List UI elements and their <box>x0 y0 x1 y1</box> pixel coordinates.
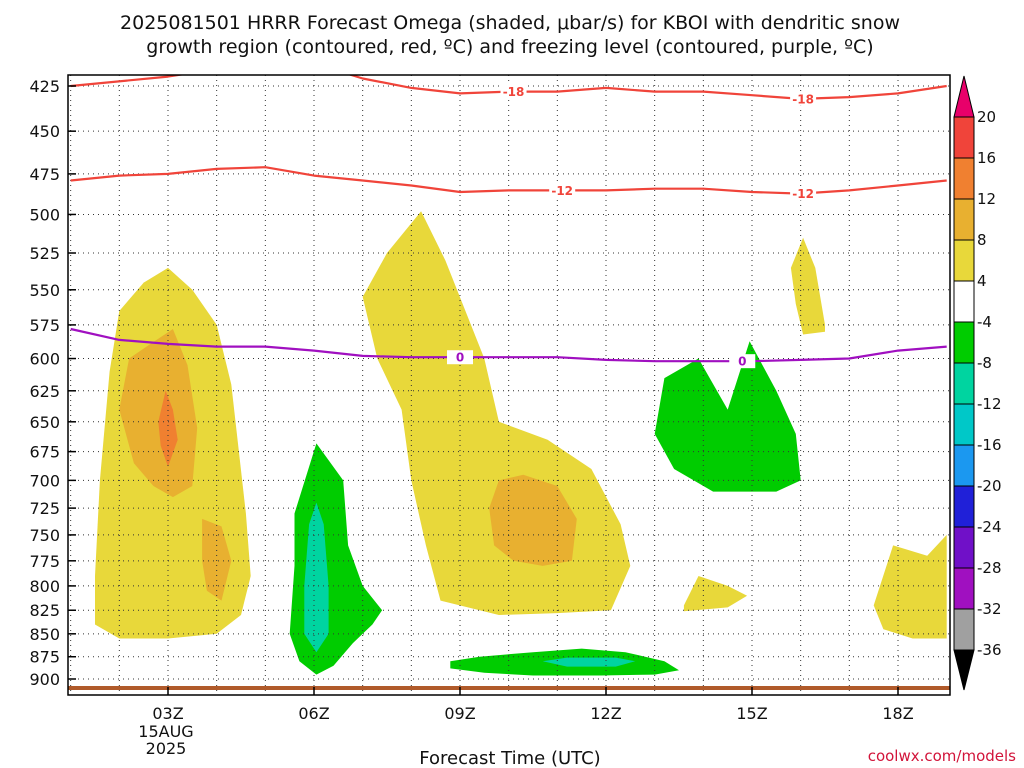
colorbar-segment-3 <box>953 239 975 282</box>
colorbar-label-1: 16 <box>977 149 996 167</box>
isotherm-label-bg-2-1 <box>729 354 756 369</box>
colorbar-segment-12 <box>953 608 975 651</box>
colorbar-segment-8 <box>953 444 975 487</box>
colorbar-segment-5 <box>953 321 975 364</box>
colorbar-label-2: 12 <box>977 190 996 208</box>
y-tick-label-17: 850 <box>29 625 60 644</box>
x-tick-label-0: 03Z <box>152 704 183 723</box>
isotherm-line-2 <box>70 327 947 363</box>
isotherm-label-1-1: -12 <box>792 187 814 201</box>
y-tick-label-14: 775 <box>29 552 60 571</box>
colorbar-label-3: 8 <box>977 231 987 249</box>
omega-region-1 <box>119 329 198 498</box>
y-tick-label-18: 875 <box>29 648 60 667</box>
isotherm-label-bg-0-0 <box>500 84 527 99</box>
y-tick-label-16: 825 <box>29 601 60 620</box>
colorbar-segment-11 <box>953 567 975 610</box>
x-tick-sublabel-0-0: 15AUG <box>138 722 193 741</box>
omega-region-11 <box>654 341 801 492</box>
colorbar-label-9: -20 <box>977 477 1002 495</box>
omega-region-4 <box>362 211 631 616</box>
plot-frame <box>67 74 951 696</box>
y-tick-label-5: 550 <box>29 281 60 300</box>
colorbar-segment-10 <box>953 526 975 569</box>
colorbar: 20 16 12 8 4 -4 -8 -12 -16 -20 -24 -28 -32 -36 <box>953 75 1002 691</box>
omega-region-7 <box>683 576 748 612</box>
contour-layer: -18 -18 -12 -12 0 0 <box>70 75 947 369</box>
colorbar-top-triangle <box>953 75 975 118</box>
x-tick-label-4: 15Z <box>736 704 767 723</box>
isotherm-label-bg-0-1 <box>790 91 817 106</box>
colorbar-bottom-triangle <box>953 649 975 691</box>
colorbar-label-4: 4 <box>977 272 987 290</box>
x-tick-label-5: 18Z <box>882 704 913 723</box>
terrain-layer <box>68 686 950 690</box>
x-axis-label: Forecast Time (UTC) <box>419 748 600 768</box>
omega-region-9 <box>289 443 383 675</box>
omega-region-6 <box>790 237 825 335</box>
y-tick-label-19: 900 <box>29 670 60 689</box>
colorbar-segment-2 <box>953 198 975 241</box>
colorbar-segment-6 <box>953 362 975 405</box>
x-tick-sublabel-0-1: 2025 <box>146 739 187 758</box>
colorbar-label-6: -8 <box>977 354 992 372</box>
y-axis: 425 450 475 500 525 550 575 600 625 650 675 700 725 7… <box>29 77 76 689</box>
colorbar-segment-9 <box>953 485 975 528</box>
omega-region-5 <box>489 474 577 566</box>
y-tick-label-3: 500 <box>29 205 60 224</box>
colorbar-label-10: -24 <box>977 518 1002 536</box>
isotherm-label-bg-2-0 <box>447 350 473 365</box>
omega-region-2 <box>158 390 178 467</box>
colorbar-label-13: -36 <box>977 641 1002 659</box>
terrain-ground <box>68 686 950 690</box>
omega-region-10 <box>304 502 329 653</box>
colorbar-segment-0 <box>953 116 975 159</box>
y-tick-label-7: 600 <box>29 350 60 369</box>
omega-region-3 <box>202 518 232 601</box>
y-tick-label-15: 800 <box>29 577 60 596</box>
y-tick-label-4: 525 <box>29 244 60 263</box>
isotherm-label-2-0: 0 <box>456 351 464 365</box>
isotherm-label-bg-1-0 <box>549 183 576 198</box>
omega-region-8 <box>873 534 947 639</box>
colorbar-label-11: -28 <box>977 559 1002 577</box>
credit-link[interactable]: coolwx.com/models <box>868 747 1016 765</box>
isotherm-label-0-1: -18 <box>792 92 814 106</box>
colorbar-segment-4 <box>953 280 975 323</box>
chart-title-line-2: growth region (contoured, red, ºC) and f… <box>146 36 873 58</box>
y-tick-label-12: 725 <box>29 499 60 518</box>
colorbar-label-0: 20 <box>977 108 996 126</box>
y-tick-label-10: 675 <box>29 443 60 462</box>
x-tick-label-1: 06Z <box>298 704 329 723</box>
colorbar-segment-1 <box>953 157 975 200</box>
y-tick-label-0: 425 <box>29 77 60 96</box>
x-tick-label-2: 09Z <box>444 704 475 723</box>
isotherm-line-0 <box>70 75 947 101</box>
colorbar-label-5: -4 <box>977 313 992 331</box>
x-tick-label-3: 12Z <box>590 704 621 723</box>
y-tick-label-1: 450 <box>29 122 60 141</box>
isotherm-label-1-0: -12 <box>551 184 573 198</box>
colorbar-label-8: -16 <box>977 436 1002 454</box>
colorbar-label-7: -12 <box>977 395 1002 413</box>
y-tick-label-11: 700 <box>29 471 60 490</box>
y-tick-label-2: 475 <box>29 165 60 184</box>
isotherm-label-2-1: 0 <box>738 355 746 369</box>
omega-region-13 <box>542 657 636 667</box>
colorbar-label-12: -32 <box>977 600 1002 618</box>
y-tick-label-8: 625 <box>29 382 60 401</box>
y-tick-label-9: 650 <box>29 413 60 432</box>
isotherm-label-0-0: -18 <box>503 85 525 99</box>
omega-shading-layer <box>95 211 947 676</box>
y-tick-label-13: 750 <box>29 526 60 545</box>
y-tick-label-6: 575 <box>29 316 60 335</box>
chart-title-line-1: 2025081501 HRRR Forecast Omega (shaded, … <box>120 12 900 34</box>
isotherm-label-bg-1-1 <box>790 186 817 201</box>
colorbar-segment-7 <box>953 403 975 446</box>
